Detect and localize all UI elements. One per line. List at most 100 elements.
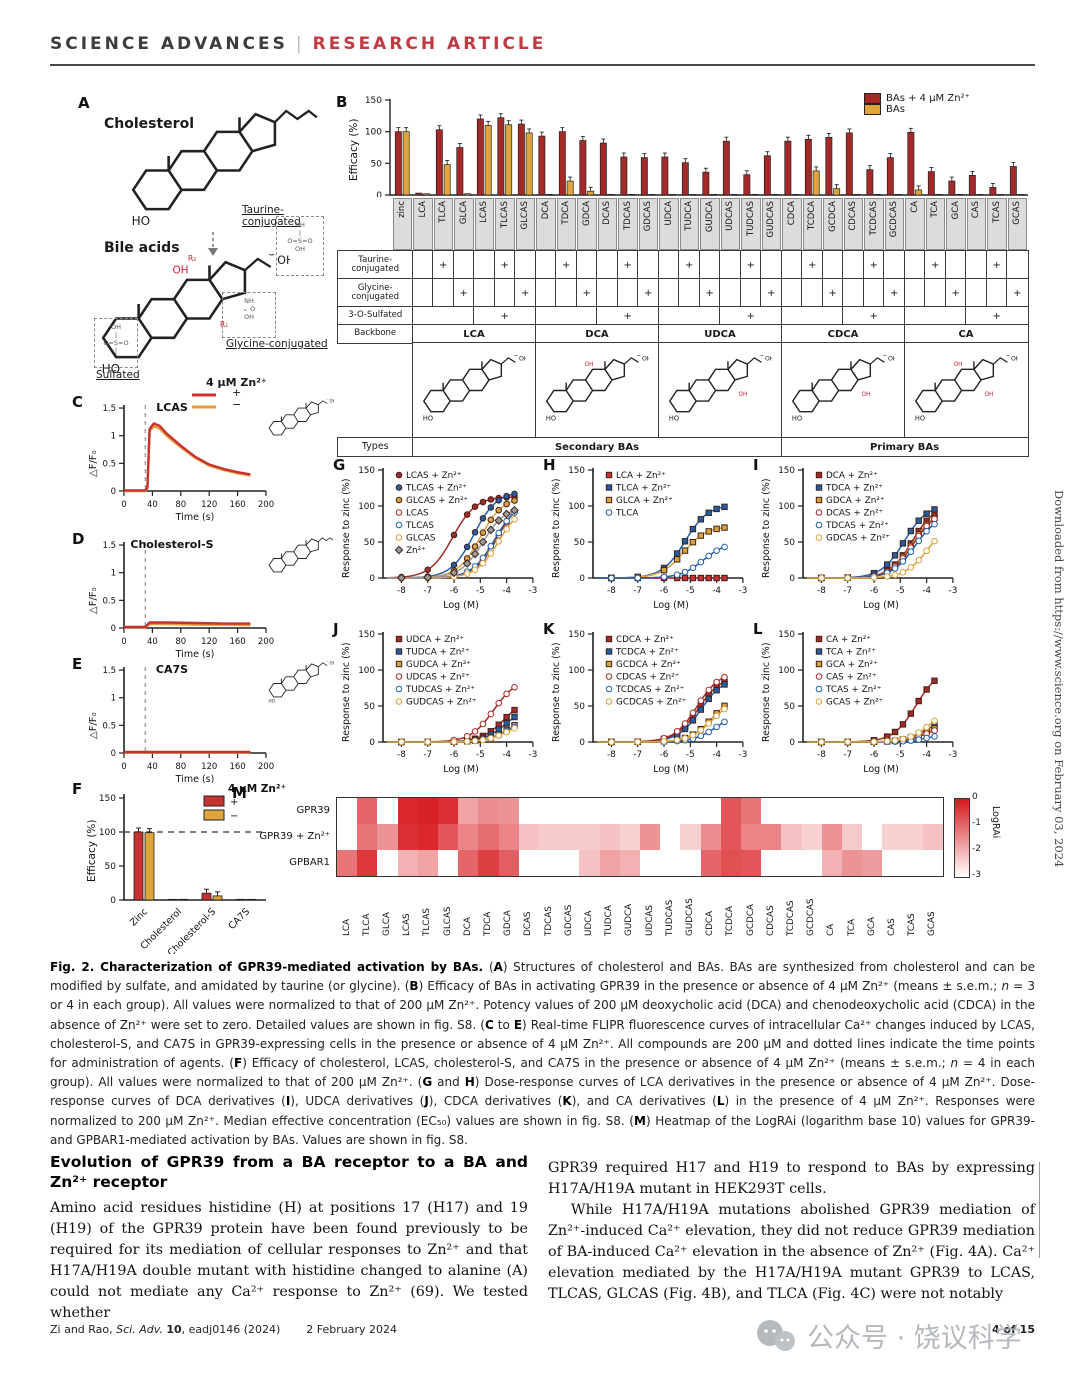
marker: [915, 729, 923, 736]
marker: [931, 506, 938, 513]
marker: [815, 673, 823, 680]
marker: [815, 660, 823, 668]
category-label-text: UDCA: [663, 201, 674, 226]
marker: [450, 738, 458, 746]
marker: [721, 718, 728, 726]
column-rule: [1039, 1162, 1040, 1258]
tick-label: -3: [529, 586, 538, 596]
bar: [464, 193, 472, 196]
marker: [697, 516, 705, 523]
tick-label: OH: [765, 356, 772, 363]
caption-segment: ), UDCA derivatives (: [290, 1094, 425, 1109]
marker: [907, 564, 915, 571]
tick-label: 1: [111, 694, 116, 704]
tick-label: CA + Zn²⁺: [826, 635, 871, 645]
tick-label: -7: [633, 750, 642, 760]
tick-label: CDCA + Zn²⁺: [616, 635, 674, 645]
tick-label: 150: [778, 630, 795, 640]
table-cell: [719, 250, 741, 280]
heatmap-cell: [680, 824, 701, 850]
tick-label: 50: [784, 538, 796, 548]
marker: [931, 717, 938, 725]
section-heading: Evolution of GPR39 from a BA receptor to…: [50, 1153, 528, 1192]
heatmap-cell: [579, 824, 600, 850]
heatmap-cell: [417, 850, 438, 876]
category-label: TDCA: [556, 198, 576, 250]
footer-authors: Zi and Rao,: [50, 1323, 117, 1336]
caption-segment: F: [233, 1055, 243, 1070]
heatmap-col-label: GDCA: [503, 910, 514, 936]
bar: [476, 118, 484, 196]
table-cell: [822, 250, 844, 280]
category-label: DCAS: [597, 198, 617, 250]
marker: [511, 725, 518, 732]
bar: [144, 832, 155, 901]
y-axis-label: △F/F₀: [88, 587, 99, 614]
tick-label: TLCAS: [405, 521, 434, 531]
tick-label: HO: [269, 699, 276, 704]
table-cell: +: [883, 278, 905, 308]
tick-label: 100: [568, 666, 585, 676]
tick-label: 100: [358, 502, 375, 512]
marker: [487, 516, 495, 524]
tick-label: 40: [147, 762, 158, 772]
panel-letter-I: I: [753, 456, 759, 474]
category-label-text: GCAS: [1012, 201, 1022, 225]
marker: [395, 648, 403, 655]
marker: [681, 547, 689, 554]
steroid-skeleton: OHO: [262, 397, 336, 470]
marker: [424, 738, 432, 746]
category-label-text: CAS: [971, 201, 981, 219]
caption-segment: K: [562, 1094, 572, 1109]
types-label: Types: [337, 437, 413, 457]
marker: [931, 537, 938, 545]
heatmap-cell: [801, 824, 822, 850]
table-cell: [473, 278, 495, 308]
heatmap-row-label: GPR39: [296, 805, 330, 816]
marker: [713, 723, 720, 731]
heatmap-cell: [357, 824, 378, 850]
y-axis-label: Response to zinc (%): [761, 478, 772, 578]
tick-label: GUDCAS + Zn²⁺: [406, 698, 477, 708]
y-axis-label: Efficacy (%): [348, 118, 360, 182]
heatmap-cell: [478, 824, 499, 850]
marker: [449, 568, 459, 578]
download-note: Downloaded from https://www.science.org …: [1052, 490, 1066, 868]
bar: [702, 171, 710, 196]
marker: [899, 558, 907, 565]
tick-label: OH: [519, 356, 526, 363]
structure-cell: OHOHOOH: [658, 342, 782, 439]
footer-volume: 10: [166, 1323, 182, 1336]
category-label-text: CA: [909, 201, 920, 213]
heatmap-cell: [619, 798, 640, 824]
marker: [931, 733, 938, 740]
marker: [915, 517, 922, 524]
table-cell: +: [494, 250, 516, 280]
heatmap-cell: [599, 824, 620, 850]
bar-legend: BAs + 4 μM Zn²⁺ BAs: [864, 93, 970, 115]
table-cell: [781, 306, 844, 326]
tick-label: 0.5: [102, 596, 116, 606]
tick-label: TCDCAS + Zn²⁺: [615, 685, 685, 695]
footer-date: 2 February 2024: [306, 1323, 398, 1336]
tick-label: -6: [450, 586, 459, 596]
tick-label: -4: [712, 750, 721, 760]
tick-label: 200: [258, 637, 274, 647]
bar: [167, 898, 178, 901]
heatmap-cell: [801, 798, 822, 824]
bar: [133, 831, 144, 901]
heatmap-cell: [458, 824, 479, 850]
heatmap-cell: [720, 850, 741, 876]
marker: [705, 509, 712, 516]
marker: [605, 673, 613, 680]
marker: [395, 484, 403, 491]
bar: [989, 187, 997, 196]
category-label-text: LCA: [417, 201, 428, 218]
bar: [415, 192, 423, 196]
bar: [212, 895, 223, 901]
category-label: CDCA: [782, 198, 802, 250]
table-cell: [883, 250, 905, 280]
marker: [478, 537, 488, 547]
tick-label: Log (M): [863, 600, 899, 611]
marker: [815, 484, 823, 491]
